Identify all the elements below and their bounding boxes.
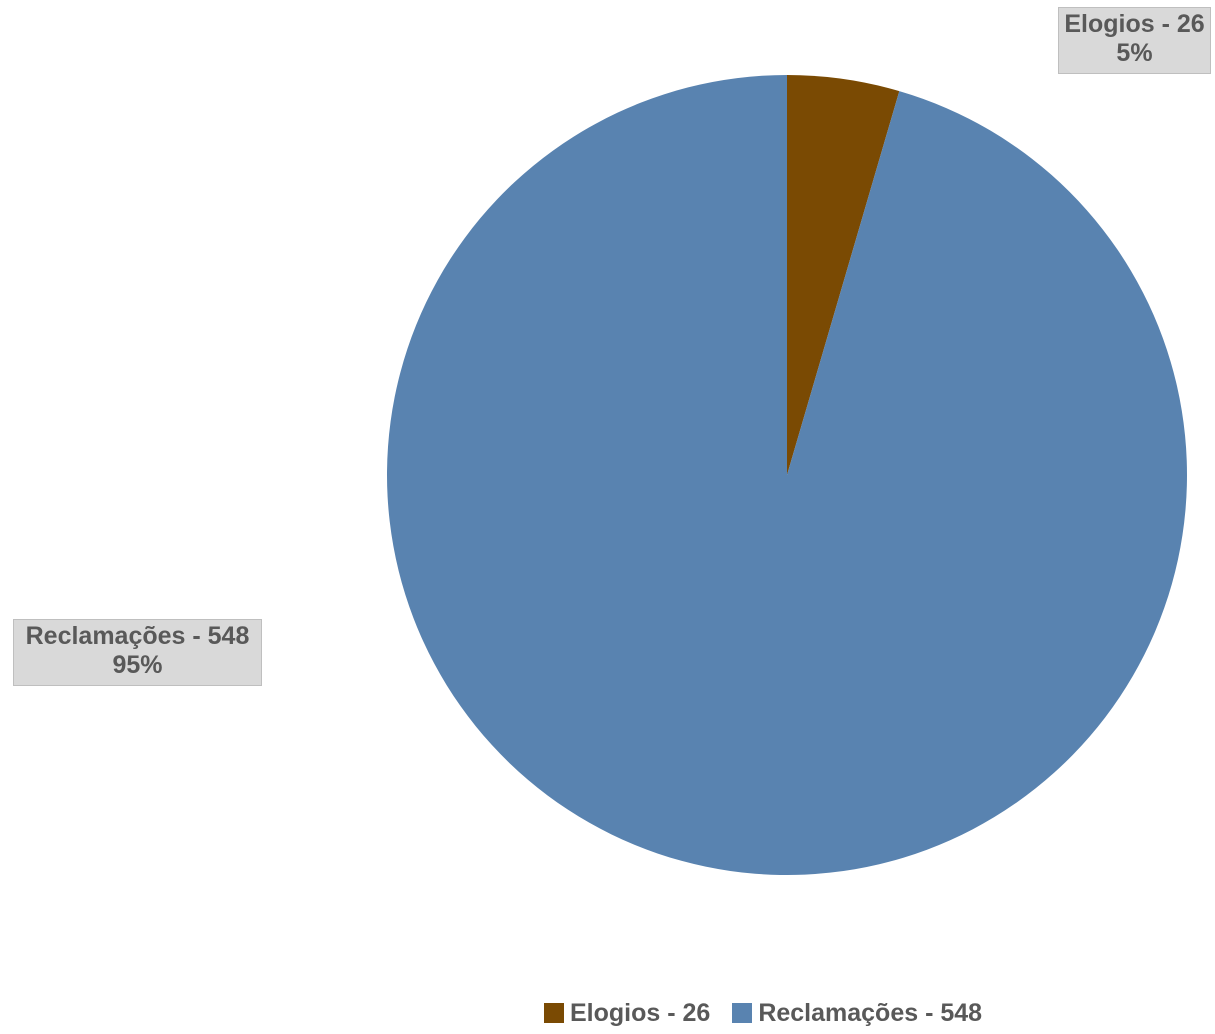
legend-swatch-reclamacoes — [732, 1003, 753, 1023]
legend-label-reclamacoes: Reclamações - 548 — [758, 998, 983, 1027]
data-label-reclamacoes: Reclamações - 548 95% — [13, 619, 262, 686]
chart-legend: Elogios - 26 Reclamações - 548 — [544, 996, 982, 1030]
pie-slice-elogios — [787, 75, 900, 475]
data-label-reclamacoes-percent: 95% — [112, 651, 163, 679]
data-label-elogios: Elogios - 26 5% — [1058, 7, 1211, 74]
legend-swatch-elogios — [544, 1003, 564, 1023]
legend-item-reclamacoes: Reclamações - 548 — [732, 999, 982, 1028]
data-label-reclamacoes-name: Reclamações - 548 — [25, 622, 250, 650]
pie-slice-reclamacoes — [386, 75, 1187, 875]
legend-item-elogios: Elogios - 26 — [544, 999, 710, 1028]
legend-label-elogios: Elogios - 26 — [570, 998, 711, 1027]
data-label-elogios-percent: 5% — [1116, 39, 1153, 67]
data-label-elogios-name: Elogios - 26 — [1064, 10, 1205, 38]
